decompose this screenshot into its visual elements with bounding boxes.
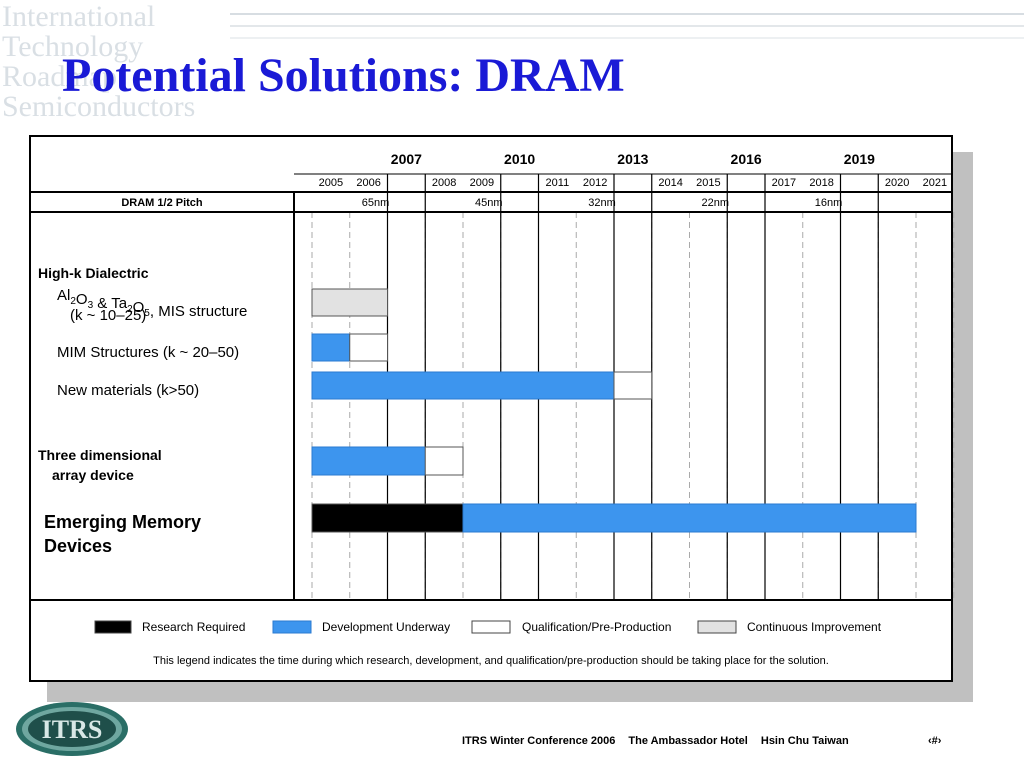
minor-year-label: 2014 — [658, 177, 682, 189]
bar-development — [311, 371, 615, 400]
legend-label: Development Underway — [322, 620, 450, 634]
footer-conference: ITRS Winter Conference 2006 — [462, 735, 616, 747]
bg-logo-line: Roadmap — [2, 60, 117, 93]
footer-location: Hsin Chu Taiwan — [760, 735, 849, 747]
minor-year-label: 2017 — [772, 177, 796, 189]
minor-year-label: 2020 — [885, 177, 909, 189]
bar-qualification — [349, 333, 388, 362]
bar-research — [311, 503, 464, 533]
header-decoration — [230, 13, 1024, 39]
row-heading: Three dimensional — [38, 447, 162, 463]
legend-swatch-qualification — [471, 620, 511, 634]
minor-year-label: 2021 — [923, 177, 947, 189]
pitch-value: 16nm — [815, 197, 843, 209]
bar-development — [311, 446, 426, 476]
legend-swatch-development — [272, 620, 312, 634]
background-logo: International Technology Roadmap Semicon… — [0, 0, 300, 140]
legend-swatch-continuous — [697, 620, 737, 634]
bar-qualification — [613, 371, 653, 400]
minor-year-label: 2009 — [470, 177, 494, 189]
legend-swatch-research — [94, 620, 132, 634]
slide-title: Potential Solutions: DRAM — [62, 49, 625, 102]
row-label: New materials (k>50) — [57, 382, 199, 399]
itrs-logo-text: ITRS — [42, 715, 103, 744]
minor-year-label: 2006 — [356, 177, 380, 189]
itrs-logo: ITRS — [16, 702, 128, 756]
pitch-value: 32nm — [588, 197, 616, 209]
row-label: array device — [52, 467, 134, 483]
bar-development — [462, 503, 917, 533]
footer-venue: The Ambassador Hotel — [628, 735, 748, 747]
legend-label: Qualification/Pre-Production — [522, 620, 671, 634]
row-label: MIM Structures (k ~ 20–50) — [57, 344, 239, 361]
major-year-label: 2010 — [504, 151, 535, 167]
legend-label: Research Required — [142, 620, 245, 634]
bar-continuous — [311, 288, 388, 317]
pitch-value: 45nm — [475, 197, 503, 209]
major-year-label: 2007 — [391, 151, 422, 167]
minor-year-label: 2008 — [432, 177, 456, 189]
row-label: Devices — [44, 536, 112, 556]
minor-year-label: 2018 — [809, 177, 833, 189]
legend-note: This legend indicates the time during wh… — [153, 655, 829, 667]
footer: ITRS Winter Conference 2006 The Ambassad… — [462, 735, 859, 747]
row-sublabel: (k ~ 10–25) — [70, 307, 146, 324]
legend-label: Continuous Improvement — [747, 620, 882, 634]
roadmap-frame — [29, 135, 953, 682]
major-year-label: 2019 — [844, 151, 875, 167]
page-number: ‹#› — [928, 735, 942, 747]
row-heading: Emerging Memory — [44, 512, 201, 532]
bar-qualification — [424, 446, 464, 476]
major-year-label: 2013 — [617, 151, 648, 167]
minor-year-label: 2011 — [546, 177, 570, 189]
bg-logo-line: International — [2, 0, 156, 33]
major-year-label: 2016 — [731, 151, 762, 167]
pitch-value: 65nm — [362, 197, 390, 209]
bar-development — [311, 333, 351, 362]
row-heading: High-k Dialectric — [38, 265, 149, 281]
minor-year-label: 2012 — [583, 177, 607, 189]
pitch-value: 22nm — [701, 197, 729, 209]
bg-logo-line: Technology — [2, 30, 144, 63]
pitch-label: DRAM 1/2 Pitch — [121, 197, 203, 209]
row-label: Al2O3 & Ta2O5, MIS structure — [57, 287, 247, 320]
minor-year-label: 2015 — [696, 177, 720, 189]
minor-year-label: 2005 — [319, 177, 343, 189]
bg-logo-line: Semiconductors — [2, 90, 196, 123]
